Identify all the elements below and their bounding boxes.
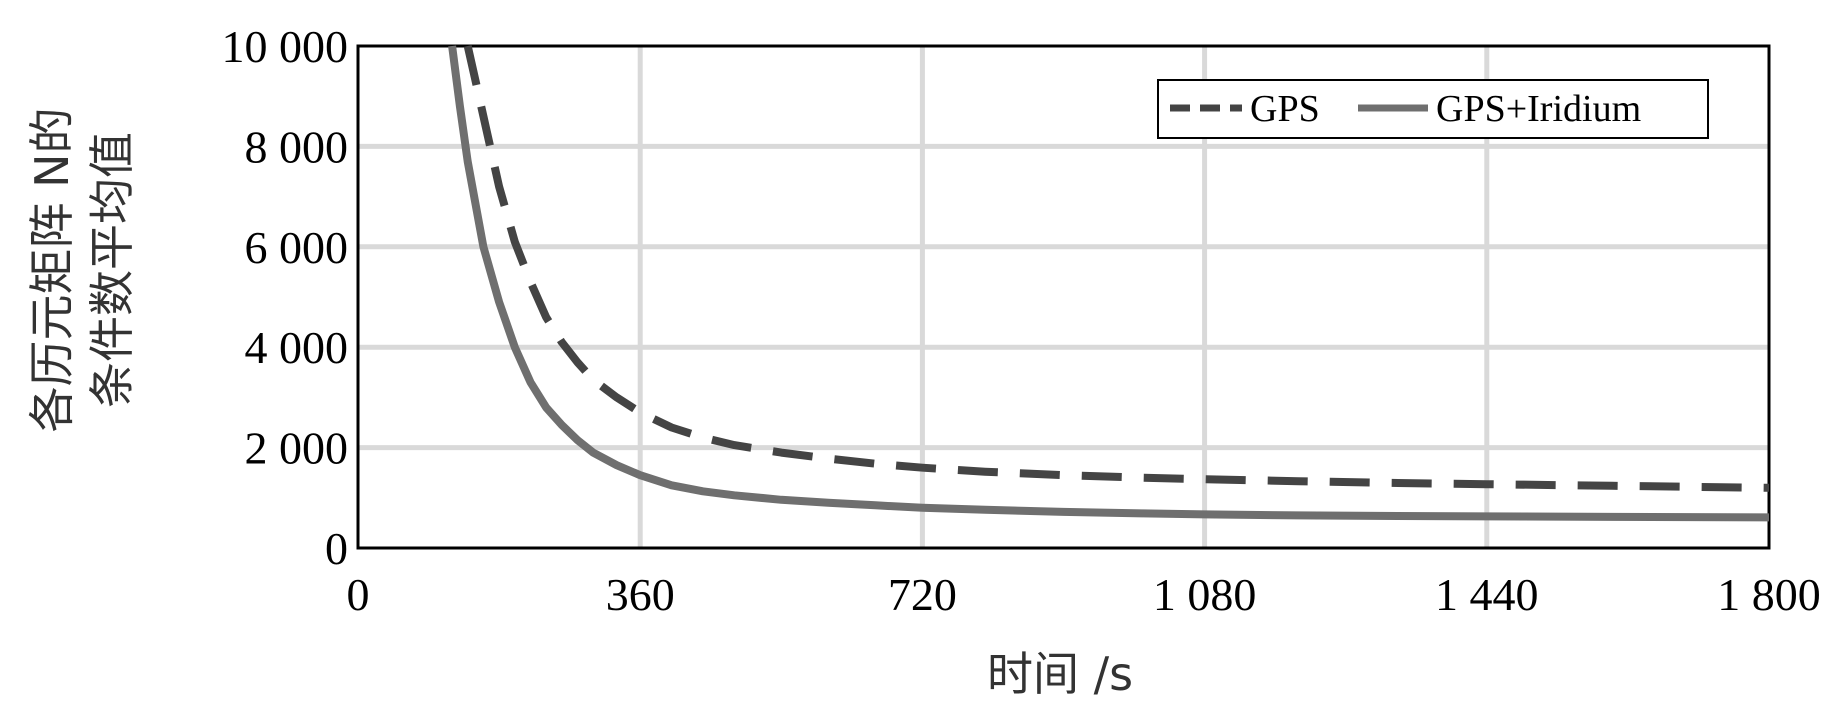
legend: GPS GPS+Iridium <box>1157 79 1709 139</box>
x-tick-label: 360 <box>606 569 675 620</box>
plot-frame <box>356 44 1771 550</box>
x-tick-label: 1 080 <box>1153 569 1257 620</box>
x-tick-label: 0 <box>347 569 370 620</box>
series-line-gps <box>463 45 1770 492</box>
y-tick-label: 8 000 <box>245 121 349 172</box>
y-tick-label: 0 <box>325 523 348 574</box>
y-tick-label: 2 000 <box>245 423 349 474</box>
legend-box <box>1157 79 1709 139</box>
y-axis-title-line-2: 条件数平均值 <box>85 132 139 408</box>
legend-label-gps: GPS <box>1250 88 1320 130</box>
x-tick-label: 720 <box>888 569 957 620</box>
y-tick-label: 6 000 <box>245 222 349 273</box>
y-axis-title: 各历元矩阵 N的 条件数平均值 <box>25 107 139 432</box>
legend-label-gps-iridium: GPS+Iridium <box>1436 88 1641 130</box>
x-tick-labels: 0 360 720 1 080 1 440 1 800 <box>347 569 1821 620</box>
y-axis-title-line-1: 各历元矩阵 N的 <box>25 107 79 432</box>
x-tick-label: 1 800 <box>1717 569 1821 620</box>
series-line-gps-iridium <box>448 45 1770 522</box>
y-tick-label: 4 000 <box>245 322 349 373</box>
y-tick-labels: 0 2 000 4 000 6 000 8 000 10 000 <box>222 21 349 574</box>
y-tick-label: 10 000 <box>222 21 349 72</box>
series-layer <box>448 45 1770 522</box>
x-tick-label: 1 440 <box>1435 569 1539 620</box>
x-axis-title: 时间 /s <box>987 647 1133 701</box>
